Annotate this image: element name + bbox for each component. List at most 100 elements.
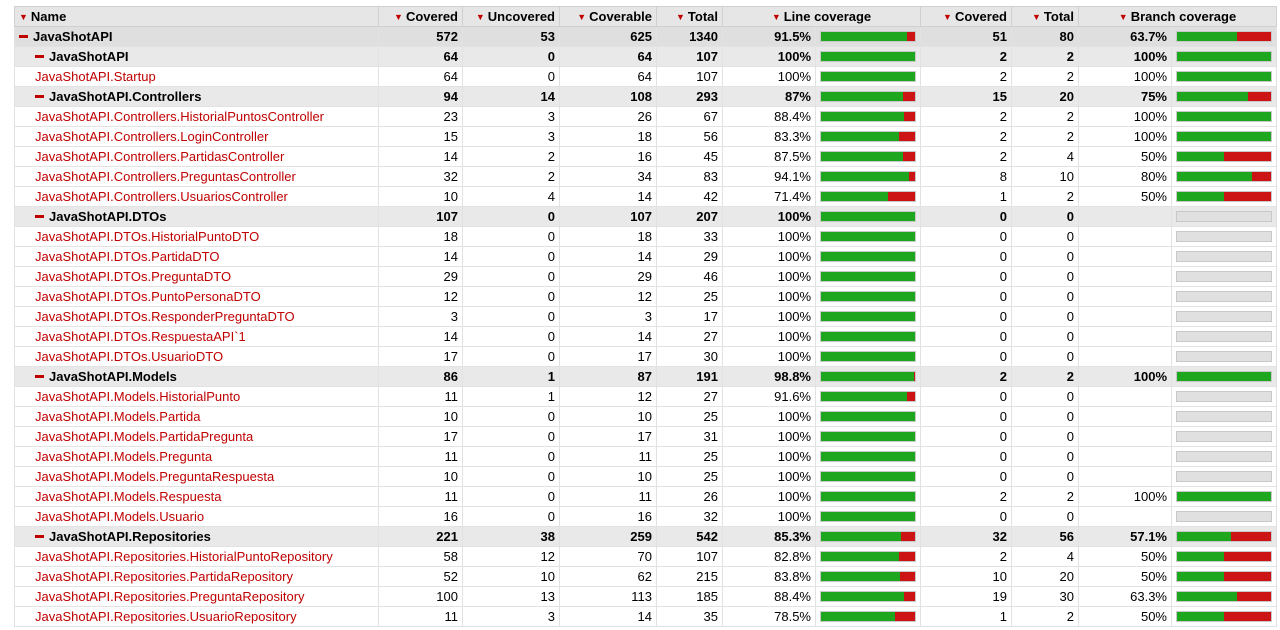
class-link[interactable]: JavaShotAPI.Models.PreguntaRespuesta xyxy=(35,469,275,484)
collapse-minus-icon[interactable] xyxy=(35,535,44,539)
class-link[interactable]: JavaShotAPI.Repositories.PreguntaReposit… xyxy=(35,589,305,604)
class-link[interactable]: JavaShotAPI.DTOs.PartidaDTO xyxy=(35,249,220,264)
name-cell: JavaShotAPI.DTOs.PreguntaDTO xyxy=(14,266,379,287)
column-header-branch-coverage[interactable]: ▼ Branch coverage xyxy=(1078,6,1277,27)
class-link[interactable]: JavaShotAPI.Models.Pregunta xyxy=(35,449,213,464)
class-link[interactable]: JavaShotAPI.Repositories.PartidaReposito… xyxy=(35,569,293,584)
branch-coverage-percent: 100% xyxy=(1078,366,1172,387)
column-header-uncovered[interactable]: ▼ Uncovered xyxy=(462,6,560,27)
name-cell: JavaShotAPI.DTOs.PuntoPersonaDTO xyxy=(14,286,379,307)
branch-coverage-bar-cell xyxy=(1171,546,1277,567)
class-link[interactable]: JavaShotAPI.Repositories.UsuarioReposito… xyxy=(35,609,297,624)
line-coverage-bar-cell xyxy=(815,486,921,507)
line-coverage-bar-cell xyxy=(815,126,921,147)
collapse-minus-icon[interactable] xyxy=(19,35,28,39)
class-link[interactable]: JavaShotAPI.Startup xyxy=(35,69,156,84)
name-cell: JavaShotAPI.Models.PartidaPregunta xyxy=(14,426,379,447)
covered-cell: 11 xyxy=(378,446,463,467)
class-row: JavaShotAPI.DTOs.ResponderPreguntaDTO 3 0 3… xyxy=(14,306,1277,327)
collapse-minus-icon[interactable] xyxy=(35,95,44,99)
column-header-name[interactable]: ▼ Name xyxy=(14,6,379,27)
uncovered-cell: 2 xyxy=(462,166,560,187)
column-header-branch-total[interactable]: ▼ Total xyxy=(1011,6,1079,27)
uncovered-cell: 0 xyxy=(462,46,560,67)
covered-cell: 572 xyxy=(378,26,463,47)
collapse-minus-icon[interactable] xyxy=(35,215,44,219)
class-row: JavaShotAPI.Models.Partida 10 0 10 25 100% 0 0 xyxy=(14,406,1277,427)
line-coverage-bar-uncovered xyxy=(904,592,915,601)
branch-coverage-bar xyxy=(1176,111,1272,122)
line-coverage-bar-uncovered xyxy=(888,192,915,201)
class-row: JavaShotAPI.Repositories.PreguntaReposit… xyxy=(14,586,1277,607)
class-link[interactable]: JavaShotAPI.Models.Usuario xyxy=(35,509,205,524)
class-link[interactable]: JavaShotAPI.Controllers.PartidasControll… xyxy=(35,149,285,164)
uncovered-cell: 0 xyxy=(462,326,560,347)
branch-coverage-bar-uncovered xyxy=(1224,552,1271,561)
class-link[interactable]: JavaShotAPI.Controllers.UsuariosControll… xyxy=(35,189,288,204)
uncovered-cell: 0 xyxy=(462,226,560,247)
column-header-coverable[interactable]: ▼ Coverable xyxy=(559,6,657,27)
class-link[interactable]: JavaShotAPI.DTOs.ResponderPreguntaDTO xyxy=(35,309,295,324)
branch-coverage-bar-empty xyxy=(1177,472,1271,481)
branch-coverage-percent xyxy=(1078,446,1172,467)
coverable-cell: 11 xyxy=(559,446,657,467)
line-coverage-bar-uncovered xyxy=(901,532,915,541)
class-link[interactable]: JavaShotAPI.DTOs.PuntoPersonaDTO xyxy=(35,289,261,304)
covered-cell: 29 xyxy=(378,266,463,287)
branch-coverage-bar xyxy=(1176,351,1272,362)
branch-coverage-bar xyxy=(1176,251,1272,262)
uncovered-cell: 0 xyxy=(462,446,560,467)
class-row: JavaShotAPI.Controllers.LoginController 1… xyxy=(14,126,1277,147)
branch-coverage-bar-cell xyxy=(1171,326,1277,347)
class-link[interactable]: JavaShotAPI.DTOs.UsuarioDTO xyxy=(35,349,224,364)
column-header-covered[interactable]: ▼ Covered xyxy=(378,6,463,27)
line-coverage-bar-cell xyxy=(815,446,921,467)
branch-coverage-bar-covered xyxy=(1177,372,1271,381)
class-link[interactable]: JavaShotAPI.Models.Partida xyxy=(35,409,201,424)
line-coverage-bar xyxy=(820,131,916,142)
class-row: JavaShotAPI.Models.PreguntaRespuesta 10 0 1… xyxy=(14,466,1277,487)
column-header-total[interactable]: ▼ Total xyxy=(656,6,723,27)
column-header-branch-covered-label: Covered xyxy=(954,9,1007,24)
branch-coverage-percent: 100% xyxy=(1078,126,1172,147)
collapse-minus-icon[interactable] xyxy=(35,375,44,379)
covered-cell: 16 xyxy=(378,506,463,527)
class-link[interactable]: JavaShotAPI.Models.HistorialPunto xyxy=(35,389,241,404)
branch-covered-cell: 0 xyxy=(920,266,1012,287)
coverable-cell: 625 xyxy=(559,26,657,47)
line-coverage-bar-covered xyxy=(821,392,908,401)
class-link[interactable]: JavaShotAPI.DTOs.RespuestaAPI`1 xyxy=(35,329,246,344)
column-header-branch-covered[interactable]: ▼ Covered xyxy=(920,6,1012,27)
uncovered-cell: 0 xyxy=(462,506,560,527)
column-header-line-coverage[interactable]: ▼ Line coverage xyxy=(722,6,921,27)
class-link[interactable]: JavaShotAPI.Repositories.HistorialPuntoR… xyxy=(35,549,333,564)
group-row: JavaShotAPI.Controllers 94 14 108 293 87% 15 20… xyxy=(14,86,1277,107)
covered-cell: 221 xyxy=(378,526,463,547)
uncovered-cell: 3 xyxy=(462,126,560,147)
line-coverage-bar xyxy=(820,171,916,182)
line-coverage-bar-cell xyxy=(815,526,921,547)
class-link[interactable]: JavaShotAPI.DTOs.HistorialPuntoDTO xyxy=(35,229,260,244)
branch-covered-cell: 0 xyxy=(920,466,1012,487)
class-row: JavaShotAPI.DTOs.UsuarioDTO 17 0 17 30 100% 0 0 xyxy=(14,346,1277,367)
class-link[interactable]: JavaShotAPI.DTOs.PreguntaDTO xyxy=(35,269,232,284)
branch-coverage-bar-empty xyxy=(1177,232,1271,241)
branch-coverage-bar-uncovered xyxy=(1224,192,1271,201)
line-coverage-bar-cell xyxy=(815,66,921,87)
class-link[interactable]: JavaShotAPI.Controllers.LoginController xyxy=(35,129,269,144)
class-link[interactable]: JavaShotAPI.Models.PartidaPregunta xyxy=(35,429,254,444)
line-coverage-bar-covered xyxy=(821,372,914,381)
branch-covered-cell: 0 xyxy=(920,506,1012,527)
line-coverage-bar xyxy=(820,511,916,522)
branch-coverage-bar-cell xyxy=(1171,346,1277,367)
class-link[interactable]: JavaShotAPI.Controllers.HistorialPuntosC… xyxy=(35,109,325,124)
class-link[interactable]: JavaShotAPI.Controllers.PreguntasControl… xyxy=(35,169,296,184)
class-link[interactable]: JavaShotAPI.Models.Respuesta xyxy=(35,489,222,504)
branch-coverage-bar-covered xyxy=(1177,192,1224,201)
branch-covered-cell: 2 xyxy=(920,486,1012,507)
collapse-minus-icon[interactable] xyxy=(35,55,44,59)
class-row: JavaShotAPI.Controllers.UsuariosControll… xyxy=(14,186,1277,207)
covered-cell: 107 xyxy=(378,206,463,227)
group-row: JavaShotAPI.DTOs 107 0 107 207 100% 0 0 xyxy=(14,206,1277,227)
covered-cell: 86 xyxy=(378,366,463,387)
